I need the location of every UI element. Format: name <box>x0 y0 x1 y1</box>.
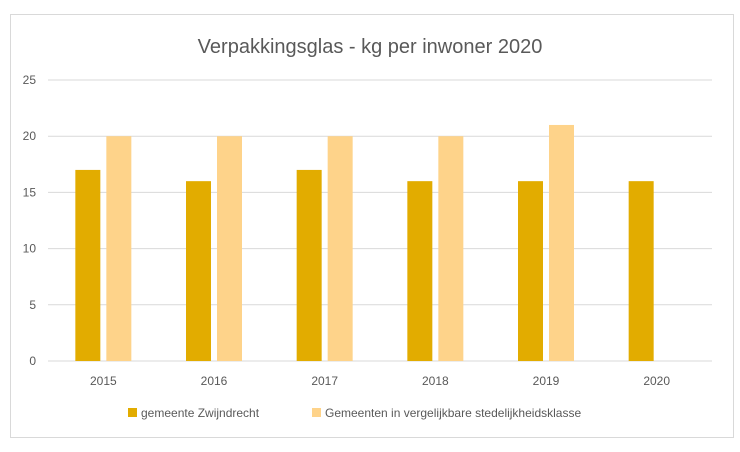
bar-2017-series-2 <box>327 136 353 361</box>
y-tick-label: 0 <box>29 354 36 368</box>
y-tick-label: 5 <box>29 298 36 312</box>
bar-2019-series-2 <box>549 124 574 362</box>
x-tick-label: 2017 <box>311 374 338 388</box>
legend: gemeente Zwijndrecht Gemeenten in vergeli… <box>128 406 581 420</box>
x-tick-label: 2019 <box>533 374 560 388</box>
bar-2020-series-1 <box>628 181 654 361</box>
legend-label: gemeente Zwijndrecht <box>141 406 260 420</box>
y-tick-label: 10 <box>23 242 37 256</box>
legend-swatch <box>312 408 321 417</box>
y-tick-label: 25 <box>23 73 37 87</box>
x-axis-ticks: 2015 2016 2017 2018 2019 2020 <box>90 374 670 388</box>
bar-2017-series-1 <box>296 169 322 361</box>
bar-2019-series-1 <box>518 181 543 361</box>
x-tick-label: 2016 <box>201 374 228 388</box>
chart-title: Verpakkingsglas - kg per inwoner 2020 <box>198 36 543 58</box>
x-tick-label: 2015 <box>90 374 117 388</box>
legend-swatch <box>128 408 137 417</box>
bar-2018-series-1 <box>407 181 433 361</box>
bar-2018-series-2 <box>438 136 464 361</box>
y-axis-ticks: 0 5 10 15 20 25 <box>23 73 37 368</box>
bar-2015-series-2 <box>106 136 132 361</box>
bar-2016-series-2 <box>217 136 242 361</box>
bar-2016-series-1 <box>186 181 211 361</box>
gridlines <box>48 79 712 362</box>
bar-2015-series-1 <box>75 169 101 361</box>
x-tick-label: 2018 <box>422 374 449 388</box>
y-tick-label: 20 <box>23 129 37 143</box>
y-tick-label: 15 <box>23 185 37 199</box>
bars <box>75 124 654 362</box>
legend-label: Gemeenten in vergelijkbare stedelijkheid… <box>325 406 581 420</box>
x-tick-label: 2020 <box>643 374 670 388</box>
